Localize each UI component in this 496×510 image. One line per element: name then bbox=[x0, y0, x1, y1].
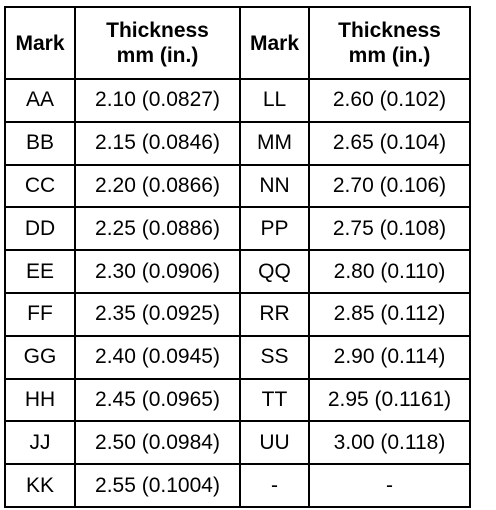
thickness-cell-right: 2.75 (0.108) bbox=[308, 206, 471, 252]
mark-cell-right: LL bbox=[239, 78, 310, 123]
thickness-cell-left: 2.55 (0.1004) bbox=[74, 463, 241, 508]
thickness-cell-right: 2.60 (0.102) bbox=[308, 78, 471, 123]
thickness-cell-left: 2.15 (0.0846) bbox=[74, 120, 241, 166]
mark-header-right: Mark bbox=[239, 6, 310, 80]
thickness-header-left: Thickness mm (in.) bbox=[74, 6, 241, 80]
mark-cell-left: JJ bbox=[4, 420, 76, 466]
table-row: FF 2.35 (0.0925) RR 2.85 (0.112) bbox=[4, 291, 471, 337]
table-row: AA 2.10 (0.0827) LL 2.60 (0.102) bbox=[4, 78, 471, 123]
mark-cell-right: - bbox=[239, 463, 310, 508]
thickness-header-right: Thickness mm (in.) bbox=[308, 6, 471, 80]
thickness-cell-left: 2.30 (0.0906) bbox=[74, 249, 241, 294]
mark-cell-left: AA bbox=[4, 78, 76, 123]
thickness-cell-left: 2.25 (0.0886) bbox=[74, 206, 241, 252]
thickness-spec-table: Mark Thickness mm (in.) Mark Thickness m… bbox=[4, 6, 471, 508]
thickness-cell-left: 2.35 (0.0925) bbox=[74, 291, 241, 337]
mark-cell-right: UU bbox=[239, 420, 310, 466]
mark-cell-left: FF bbox=[4, 291, 76, 337]
mark-cell-right: TT bbox=[239, 377, 310, 423]
mark-header-left: Mark bbox=[4, 6, 76, 80]
mark-cell-right: SS bbox=[239, 334, 310, 380]
mark-cell-left: EE bbox=[4, 249, 76, 294]
mark-cell-left: CC bbox=[4, 163, 76, 209]
thickness-header-left-unit: mm (in.) bbox=[116, 44, 199, 67]
thickness-cell-right: 2.80 (0.110) bbox=[308, 249, 471, 294]
mark-cell-left: DD bbox=[4, 206, 76, 252]
table-row: DD 2.25 (0.0886) PP 2.75 (0.108) bbox=[4, 206, 471, 252]
thickness-header-left-title: Thickness bbox=[106, 19, 209, 42]
mark-cell-right: RR bbox=[239, 291, 310, 337]
thickness-cell-right: 3.00 (0.118) bbox=[308, 420, 471, 466]
table-row: BB 2.15 (0.0846) MM 2.65 (0.104) bbox=[4, 120, 471, 166]
table-row: CC 2.20 (0.0866) NN 2.70 (0.106) bbox=[4, 163, 471, 209]
thickness-cell-right: 2.70 (0.106) bbox=[308, 163, 471, 209]
table-body: AA 2.10 (0.0827) LL 2.60 (0.102) BB 2.15 (0.0… bbox=[4, 78, 471, 508]
mark-cell-left: HH bbox=[4, 377, 76, 423]
mark-cell-left: BB bbox=[4, 120, 76, 166]
thickness-cell-left: 2.50 (0.0984) bbox=[74, 420, 241, 466]
table-row: JJ 2.50 (0.0984) UU 3.00 (0.118) bbox=[4, 420, 471, 466]
header-row: Mark Thickness mm (in.) Mark Thickness m… bbox=[4, 6, 471, 80]
table-row: KK 2.55 (0.1004) - - bbox=[4, 463, 471, 508]
thickness-cell-right: 2.90 (0.114) bbox=[308, 334, 471, 380]
mark-cell-left: GG bbox=[4, 334, 76, 380]
thickness-cell-right: 2.95 (0.1161) bbox=[308, 377, 471, 423]
mark-cell-right: PP bbox=[239, 206, 310, 252]
thickness-header-right-title: Thickness bbox=[338, 19, 441, 42]
mark-cell-right: NN bbox=[239, 163, 310, 209]
table-row: HH 2.45 (0.0965) TT 2.95 (0.1161) bbox=[4, 377, 471, 423]
thickness-cell-right: - bbox=[308, 463, 471, 508]
thickness-cell-right: 2.85 (0.112) bbox=[308, 291, 471, 337]
thickness-cell-right: 2.65 (0.104) bbox=[308, 120, 471, 166]
thickness-cell-left: 2.10 (0.0827) bbox=[74, 78, 241, 123]
mark-cell-left: KK bbox=[4, 463, 76, 508]
thickness-cell-left: 2.20 (0.0866) bbox=[74, 163, 241, 209]
thickness-cell-left: 2.40 (0.0945) bbox=[74, 334, 241, 380]
thickness-cell-left: 2.45 (0.0965) bbox=[74, 377, 241, 423]
thickness-header-right-unit: mm (in.) bbox=[348, 44, 431, 67]
mark-cell-right: QQ bbox=[239, 249, 310, 294]
table-row: GG 2.40 (0.0945) SS 2.90 (0.114) bbox=[4, 334, 471, 380]
mark-cell-right: MM bbox=[239, 120, 310, 166]
table-row: EE 2.30 (0.0906) QQ 2.80 (0.110) bbox=[4, 249, 471, 294]
